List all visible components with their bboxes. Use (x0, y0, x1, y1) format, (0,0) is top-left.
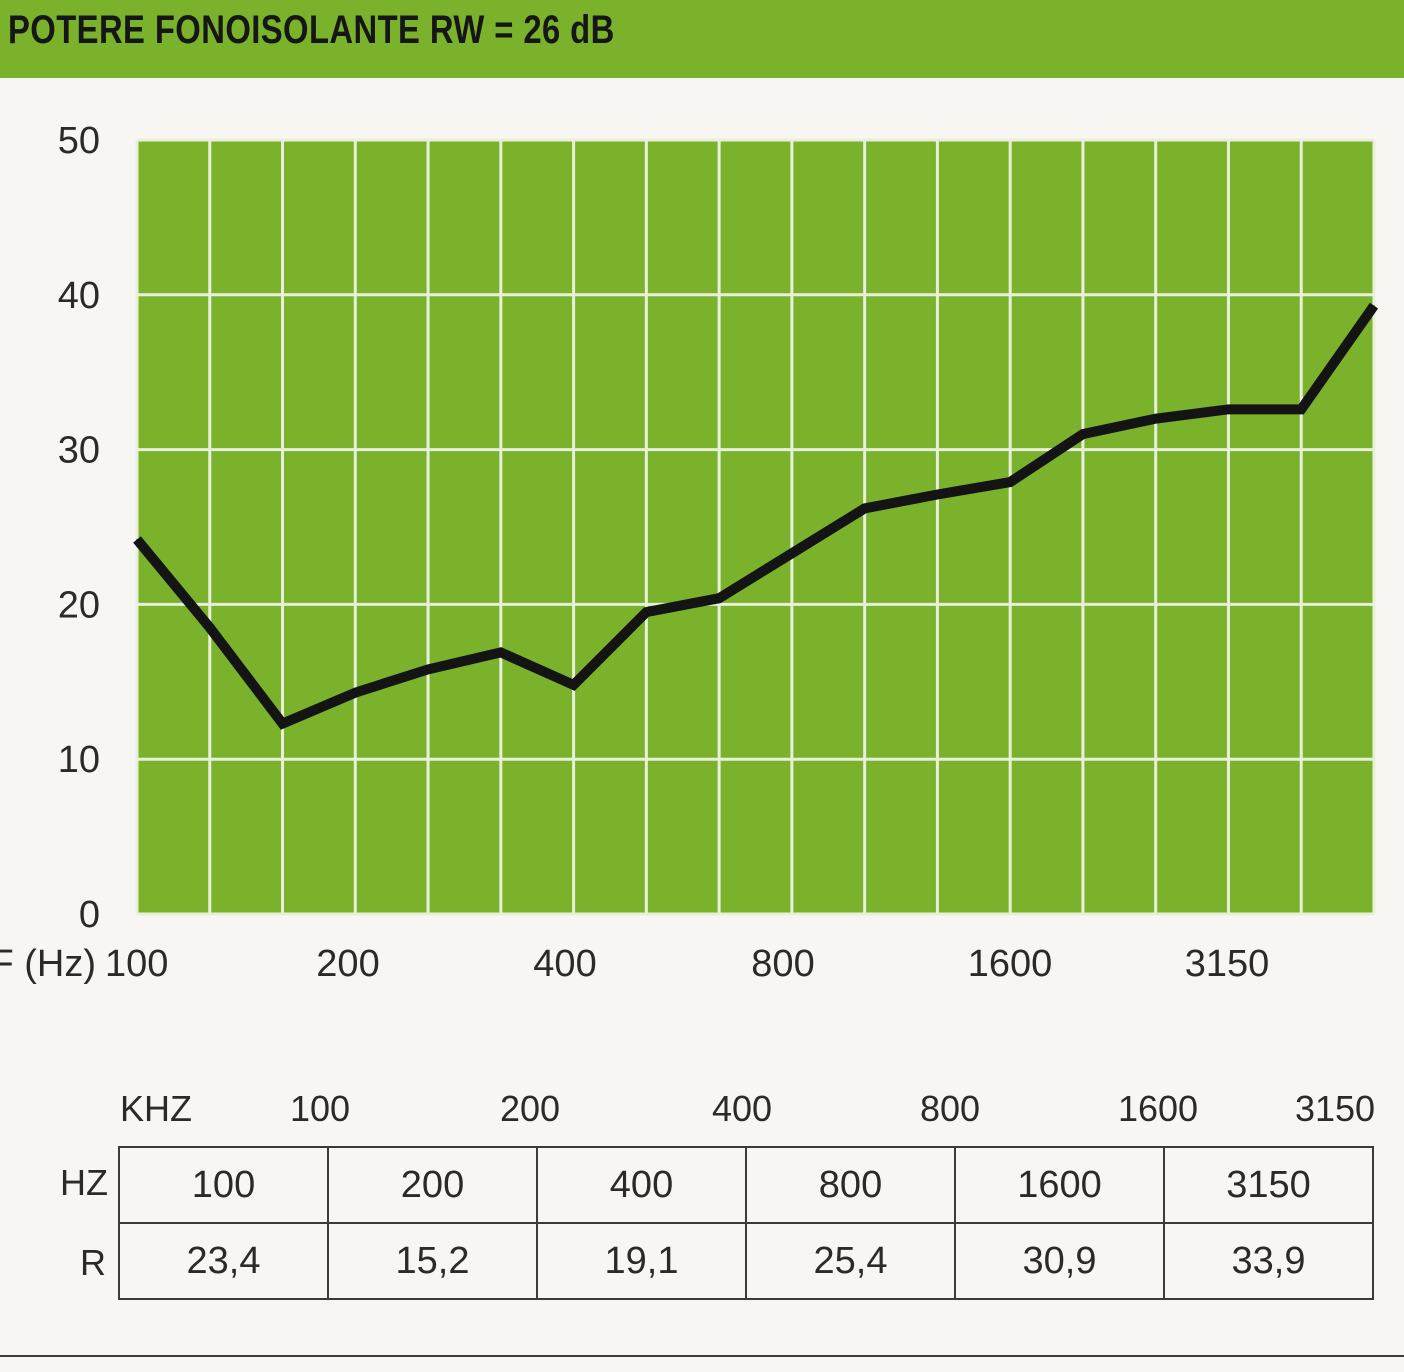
y-tick-label: 30 (58, 430, 100, 472)
data-point (1155, 418, 1157, 420)
data-point (645, 611, 647, 613)
table-cell-hz: 1600 (954, 1146, 1165, 1224)
data-point (1009, 481, 1011, 483)
header-bar: POTERE FONOISOLANTE RW = 26 dB (0, 0, 1404, 78)
table-khz-head: 3150 (1294, 1088, 1376, 1129)
data-point (427, 668, 429, 670)
x-tick-label: 1600 (968, 943, 1053, 985)
data-point (282, 723, 284, 725)
data-point (791, 552, 793, 554)
table-r-label: R (80, 1242, 106, 1283)
table-cell-r: 30,9 (954, 1222, 1165, 1300)
data-point (500, 651, 502, 653)
data-point (209, 627, 211, 629)
table-khz-head: 100 (289, 1088, 351, 1129)
data-point (1227, 408, 1229, 410)
data-point (1082, 433, 1084, 435)
plot-area (137, 140, 1374, 914)
x-tick-label: 400 (533, 943, 596, 985)
table-cell-r: 23,4 (118, 1222, 329, 1300)
data-point (1373, 305, 1375, 307)
x-axis-label: F (Hz) (0, 943, 96, 985)
table-khz-label: KHZ (120, 1088, 192, 1129)
sound-insulation-chart: 0 10 20 30 40 50 100 200 400 800 1600 3150 F (Hz) (0, 120, 1379, 985)
table-cell-hz: 800 (745, 1146, 956, 1224)
y-tick-label: 0 (79, 894, 100, 936)
table-cell-hz: 3150 (1163, 1146, 1374, 1224)
series-group (133, 302, 1379, 730)
data-point (718, 597, 720, 599)
y-tick-label: 10 (58, 739, 100, 781)
data-point (136, 538, 138, 540)
table-khz-head: 800 (919, 1088, 981, 1129)
grid-lines (135, 138, 1376, 916)
data-point (354, 692, 356, 694)
data-point (573, 684, 575, 686)
table-row-r: 23,4 15,2 19,1 25,4 30,9 33,9 (118, 1222, 1374, 1300)
table-hz-label: HZ (60, 1162, 108, 1203)
x-tick-label: 3150 (1185, 943, 1270, 985)
table-khz-head: 400 (711, 1088, 773, 1129)
table-cell-r: 33,9 (1163, 1222, 1374, 1300)
y-tick-label: 50 (58, 120, 100, 162)
x-tick-label: 200 (316, 943, 379, 985)
table-cell-r: 25,4 (745, 1222, 956, 1300)
data-point (864, 507, 866, 509)
table-cell-hz: 100 (118, 1146, 329, 1224)
data-table: 100 200 400 800 1600 3150 23,4 15,2 19,1… (118, 1146, 1374, 1300)
table-cell-r: 15,2 (327, 1222, 538, 1300)
y-tick-label: 40 (58, 275, 100, 317)
y-axis: 0 10 20 30 40 50 (58, 120, 100, 936)
plot-background (137, 140, 1374, 914)
data-point (1300, 408, 1302, 410)
page-title: POTERE FONOISOLANTE RW = 26 dB (8, 8, 615, 52)
table-khz-head: 1600 (1117, 1088, 1199, 1129)
table-cell-hz: 400 (536, 1146, 747, 1224)
table-row-hz: 100 200 400 800 1600 3150 (118, 1146, 1374, 1224)
table-khz-head: 200 (499, 1088, 561, 1129)
x-tick-label: 100 (105, 943, 168, 985)
series-line (133, 302, 1379, 730)
y-tick-label: 20 (58, 584, 100, 626)
table-cell-r: 19,1 (536, 1222, 747, 1300)
table-cell-hz: 200 (327, 1146, 538, 1224)
x-tick-label: 800 (751, 943, 814, 985)
data-point (936, 493, 938, 495)
x-axis: 100 200 400 800 1600 3150 (105, 943, 1269, 985)
bottom-divider (0, 1355, 1404, 1357)
